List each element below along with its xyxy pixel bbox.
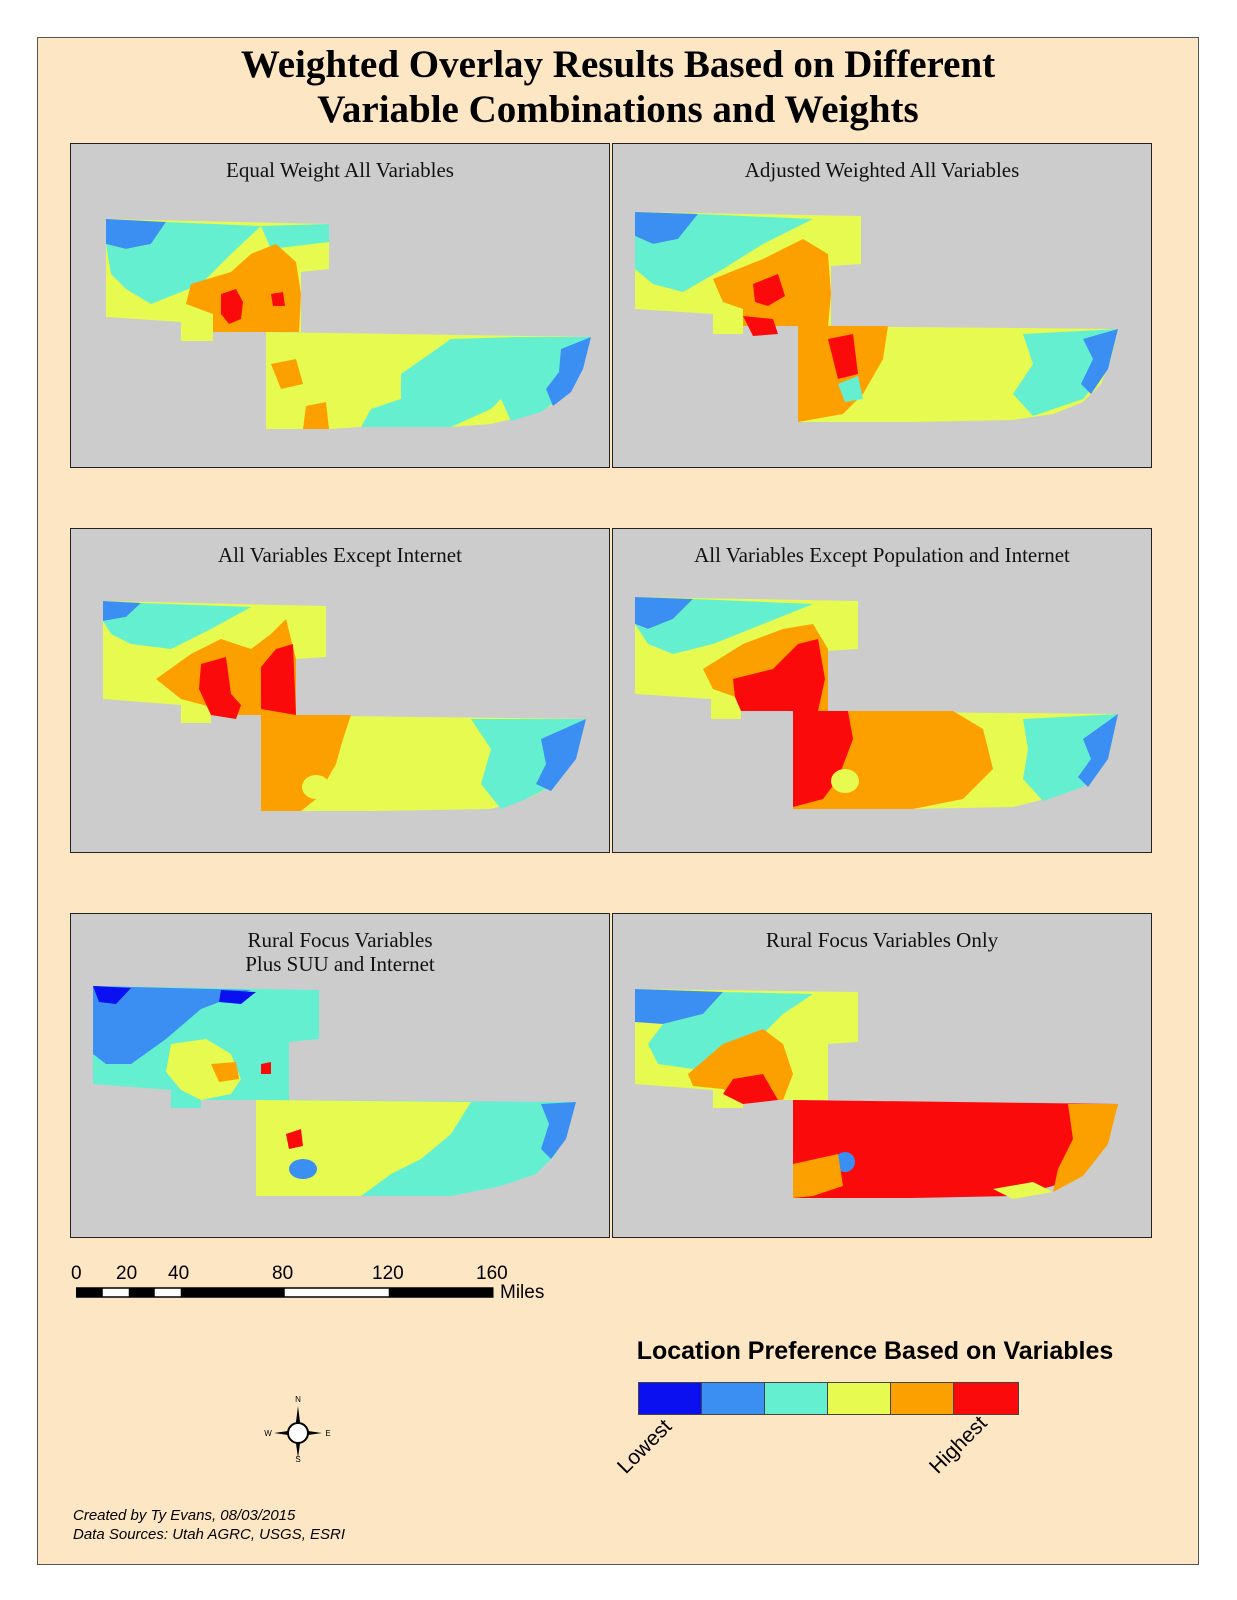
legend-swatch-1 <box>638 1382 702 1415</box>
scale-tick-label: 40 <box>168 1263 190 1284</box>
map-credits: Created by Ty Evans, 08/03/2015 Data Sou… <box>73 1506 345 1544</box>
scale-tick-label: 20 <box>116 1263 138 1284</box>
map-panel-adjusted-weighted: Adjusted Weighted All Variables <box>612 143 1152 468</box>
region-map <box>635 597 1118 809</box>
region-map <box>106 219 591 429</box>
map-panel-rural-suu-internet: Rural Focus Variables Plus SUU and Inter… <box>70 913 610 1238</box>
panel-title: All Variables Except Population and Inte… <box>694 543 1070 567</box>
legend-swatch-4 <box>827 1382 891 1415</box>
map-title: Weighted Overlay Results Based on Differ… <box>38 42 1198 132</box>
panel-title: Rural Focus Variables Plus SUU and Inter… <box>71 928 609 976</box>
credits-sources: Data Sources: Utah AGRC, USGS, ESRI <box>73 1526 346 1543</box>
region-map <box>635 989 1118 1199</box>
compass-s: S <box>295 1455 300 1462</box>
compass-w: W <box>264 1429 272 1438</box>
panel-title: All Variables Except Internet <box>218 543 462 567</box>
scale-tick-label: 160 <box>476 1263 508 1284</box>
credits-author: Created by Ty Evans, 08/03/2015 <box>73 1507 296 1524</box>
panel-title-line1: Rural Focus Variables <box>247 928 433 952</box>
legend-title: Location Preference Based on Variables <box>636 1337 1114 1365</box>
map-panel-rural-only: Rural Focus Variables Only <box>612 913 1152 1238</box>
map-title-line2: Variable Combinations and Weights <box>317 88 919 131</box>
scale-tick-label: 120 <box>372 1263 404 1284</box>
map-panel-except-population-internet: All Variables Except Population and Inte… <box>612 528 1152 853</box>
legend-swatch-3 <box>764 1382 828 1415</box>
panel-title: Adjusted Weighted All Variables <box>744 158 1020 182</box>
scale-unit-label: Miles <box>500 1282 545 1303</box>
region-map <box>93 986 576 1196</box>
scale-tick-label: 80 <box>272 1263 294 1284</box>
panel-title: Equal Weight All Variables <box>226 158 454 182</box>
panel-title: Rural Focus Variables Only <box>765 928 999 952</box>
region-map <box>635 212 1118 422</box>
legend-swatch-5 <box>890 1382 954 1415</box>
compass-e: E <box>325 1429 330 1438</box>
region-map <box>103 601 586 811</box>
map-panel-except-internet: All Variables Except Internet <box>70 528 610 853</box>
map-title-line1: Weighted Overlay Results Based on Differ… <box>240 43 996 86</box>
legend-swatch-2 <box>701 1382 765 1415</box>
map-panel-equal-weight: Equal Weight All Variables <box>70 143 610 468</box>
scale-tick-label: 0 <box>71 1263 82 1284</box>
legend-swatch-6 <box>953 1382 1019 1415</box>
compass-n: N <box>295 1395 301 1404</box>
panel-title-line2: Plus SUU and Internet <box>245 952 435 976</box>
north-arrow-icon: N S W E <box>264 1395 330 1462</box>
scale-bar-graphic <box>76 1287 494 1298</box>
